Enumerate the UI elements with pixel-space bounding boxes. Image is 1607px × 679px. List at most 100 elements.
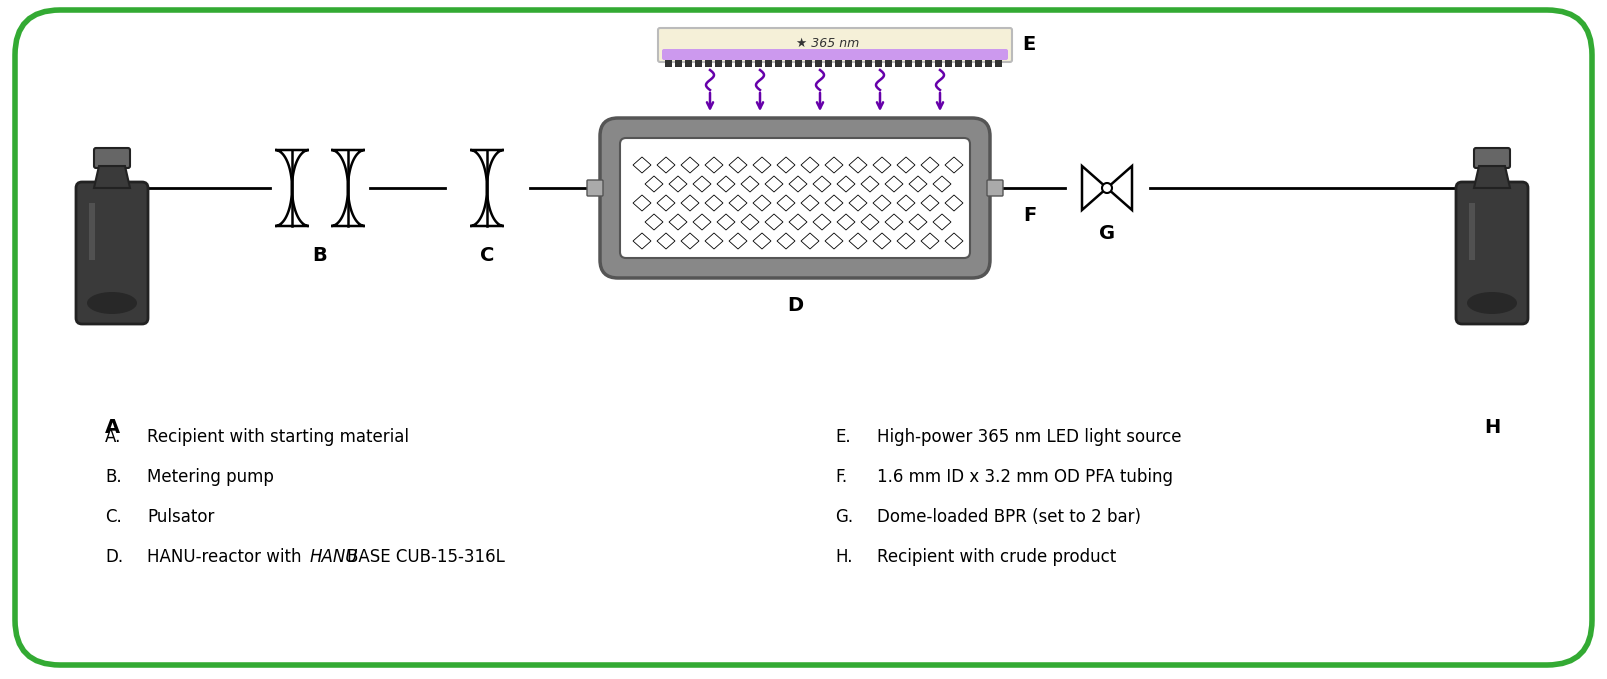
Polygon shape [681,195,699,211]
Text: B: B [313,246,328,265]
FancyBboxPatch shape [587,180,603,196]
Polygon shape [885,176,903,192]
Polygon shape [813,176,831,192]
Polygon shape [717,214,734,230]
Polygon shape [837,176,855,192]
Polygon shape [795,60,802,67]
Circle shape [1102,183,1112,193]
Polygon shape [657,195,675,211]
FancyBboxPatch shape [1456,182,1528,324]
Polygon shape [921,157,938,173]
Polygon shape [88,203,95,259]
FancyBboxPatch shape [657,28,1012,62]
Polygon shape [669,176,688,192]
Polygon shape [746,60,752,67]
Polygon shape [778,233,795,249]
Polygon shape [730,195,747,211]
Polygon shape [1107,166,1131,210]
Text: F: F [1024,206,1037,225]
Polygon shape [1469,203,1475,259]
Polygon shape [715,60,722,67]
FancyBboxPatch shape [76,182,148,324]
Polygon shape [93,166,130,188]
Polygon shape [885,60,892,67]
Text: HANU: HANU [310,548,358,566]
Polygon shape [848,195,868,211]
Text: Recipient with starting material: Recipient with starting material [146,428,410,446]
Polygon shape [995,60,1003,67]
Text: D: D [787,296,804,315]
Polygon shape [784,60,792,67]
Text: G.: G. [836,508,853,526]
Polygon shape [754,233,771,249]
Polygon shape [873,233,890,249]
Polygon shape [778,195,795,211]
Polygon shape [754,195,771,211]
Polygon shape [921,195,938,211]
Polygon shape [633,157,651,173]
Polygon shape [644,176,664,192]
Polygon shape [730,157,747,173]
Polygon shape [934,214,951,230]
Polygon shape [873,195,890,211]
Polygon shape [845,60,852,67]
Polygon shape [945,195,963,211]
Polygon shape [824,60,832,67]
FancyBboxPatch shape [93,148,130,168]
Polygon shape [741,176,759,192]
FancyBboxPatch shape [599,118,990,278]
Polygon shape [848,157,868,173]
FancyBboxPatch shape [662,49,1008,60]
Polygon shape [755,60,762,67]
Polygon shape [705,157,723,173]
Polygon shape [824,157,844,173]
Polygon shape [725,60,733,67]
Polygon shape [778,157,795,173]
Polygon shape [275,150,309,226]
Polygon shape [685,60,693,67]
Polygon shape [824,233,844,249]
Polygon shape [471,150,505,226]
Text: HANU-reactor with: HANU-reactor with [146,548,307,566]
Polygon shape [657,157,675,173]
Polygon shape [926,60,932,67]
Text: C.: C. [104,508,122,526]
Polygon shape [895,60,902,67]
Polygon shape [693,176,710,192]
Polygon shape [800,157,820,173]
Polygon shape [934,176,951,192]
Polygon shape [945,60,951,67]
Polygon shape [975,60,982,67]
Polygon shape [730,233,747,249]
Text: H.: H. [836,548,852,566]
Polygon shape [815,60,823,67]
Polygon shape [873,157,890,173]
Polygon shape [824,195,844,211]
Polygon shape [861,214,879,230]
Text: Metering pump: Metering pump [146,468,273,486]
FancyBboxPatch shape [1474,148,1511,168]
Polygon shape [789,176,807,192]
Polygon shape [765,60,771,67]
Polygon shape [964,60,972,67]
FancyBboxPatch shape [987,180,1003,196]
Polygon shape [775,60,783,67]
Polygon shape [705,195,723,211]
Polygon shape [935,60,942,67]
Text: Pulsator: Pulsator [146,508,214,526]
Polygon shape [910,214,927,230]
Text: B.: B. [104,468,122,486]
Polygon shape [644,214,664,230]
Polygon shape [985,60,992,67]
Text: E: E [1022,35,1035,54]
Polygon shape [813,214,831,230]
Text: ★ 365 nm: ★ 365 nm [797,37,860,50]
Polygon shape [897,157,914,173]
Polygon shape [837,214,855,230]
Polygon shape [897,195,914,211]
Polygon shape [765,176,783,192]
Text: F.: F. [836,468,847,486]
Polygon shape [945,233,963,249]
Text: H: H [1483,418,1499,437]
Polygon shape [681,157,699,173]
